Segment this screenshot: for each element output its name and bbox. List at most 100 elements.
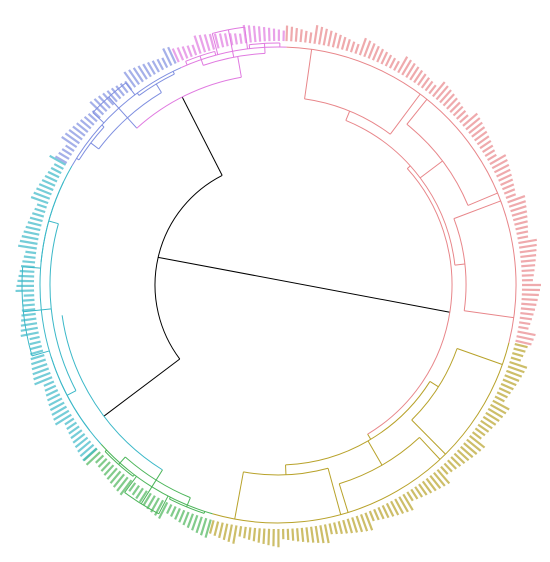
leaf-label [18, 244, 37, 250]
leaf-label [285, 25, 289, 42]
leaf-label [61, 136, 78, 149]
leaf-label [456, 449, 470, 462]
sub-branch [467, 192, 498, 206]
leaf-label [405, 62, 416, 78]
leaf-label [19, 239, 38, 245]
leaf-label [257, 26, 262, 42]
leaf-label [520, 254, 537, 259]
root-branch [103, 358, 181, 417]
leaf-label [471, 431, 482, 440]
leaf-label [34, 376, 53, 386]
leaf-label [371, 45, 380, 61]
leaf-label [469, 435, 486, 449]
leaf-label [233, 33, 238, 45]
leaf-label [22, 298, 35, 302]
leaf-label [453, 452, 466, 465]
leaf-label [252, 527, 257, 542]
leaf-label [30, 354, 45, 361]
sub-branch [456, 348, 503, 365]
leaf-label [410, 488, 419, 500]
cluster-arc [124, 456, 191, 499]
leaf-label [213, 521, 220, 537]
leaf-label [479, 139, 492, 150]
leaf-label [433, 472, 446, 487]
leaf-label [516, 230, 529, 235]
leaf-label [77, 440, 92, 453]
leaf-label [79, 119, 92, 130]
leaf-label [511, 210, 528, 217]
leaf-label [93, 98, 108, 113]
sub-branch [31, 350, 50, 357]
leaf-label [446, 97, 458, 110]
leaf-label [170, 506, 177, 517]
leaf-label [47, 170, 60, 179]
leaf-label [30, 349, 44, 356]
leaf-label [72, 433, 86, 444]
leaf-label [394, 498, 405, 515]
leaf-label [142, 63, 152, 78]
leaf-label [198, 34, 207, 53]
leaf-label [443, 462, 453, 473]
leaf-label [384, 54, 393, 67]
sub-branch [327, 468, 342, 515]
leaf-label [44, 384, 57, 392]
branch [127, 117, 138, 129]
leaf-label [218, 33, 225, 48]
leaf-label [186, 513, 194, 529]
leaf-label [476, 135, 490, 146]
leaf-label [401, 59, 412, 76]
cluster-branch [367, 440, 383, 466]
leaf-label [520, 259, 536, 263]
leaf-label [156, 58, 165, 71]
leaf-label [38, 183, 54, 192]
leaf-label [227, 524, 233, 543]
leaf-label [358, 37, 367, 56]
leaf-label [310, 526, 315, 543]
leaf-label [473, 130, 488, 142]
branch [406, 165, 411, 169]
leaf-label [146, 61, 156, 75]
leaf-label [79, 443, 95, 458]
sub-arc [411, 348, 458, 421]
leaf-label [87, 113, 98, 123]
leaf-label [363, 40, 372, 58]
leaf-label [503, 188, 516, 195]
node-arc [61, 315, 163, 471]
leaf-label [95, 454, 105, 464]
leaf-label [33, 191, 51, 200]
leaf-label [502, 378, 517, 387]
leaf-label [514, 220, 528, 226]
leaf-label [447, 459, 457, 470]
leaf-label [520, 307, 536, 311]
leaf-label [504, 374, 520, 382]
leaf-label [474, 427, 486, 437]
leaf-label [515, 339, 532, 346]
leaf-label [480, 419, 493, 430]
leaf-label [154, 499, 165, 516]
leaf-label [21, 235, 39, 241]
leaf-label [496, 168, 511, 178]
leaf-label [468, 121, 483, 134]
leaf-label [521, 297, 538, 302]
leaf-label [218, 522, 224, 539]
leaf-label [418, 483, 428, 496]
leaf-label [112, 473, 125, 488]
leaf-label [432, 81, 446, 98]
sub-arc [243, 467, 329, 476]
leaf-label [25, 225, 41, 232]
leaf-label [331, 32, 338, 48]
leaf-label [193, 35, 202, 54]
leaf-label [304, 30, 308, 43]
leaf-label [208, 33, 216, 50]
leaf-label [50, 166, 62, 175]
sub-branch [234, 471, 244, 520]
leaf-label [174, 507, 181, 520]
leaf-label [43, 380, 55, 387]
leaf-label [18, 274, 35, 278]
leaf-rim [71, 67, 182, 167]
leaf-label [103, 464, 115, 476]
cluster-branch [199, 55, 204, 66]
leaf-label [328, 523, 333, 535]
leaf-label [502, 183, 515, 191]
leaf-label [336, 34, 342, 49]
